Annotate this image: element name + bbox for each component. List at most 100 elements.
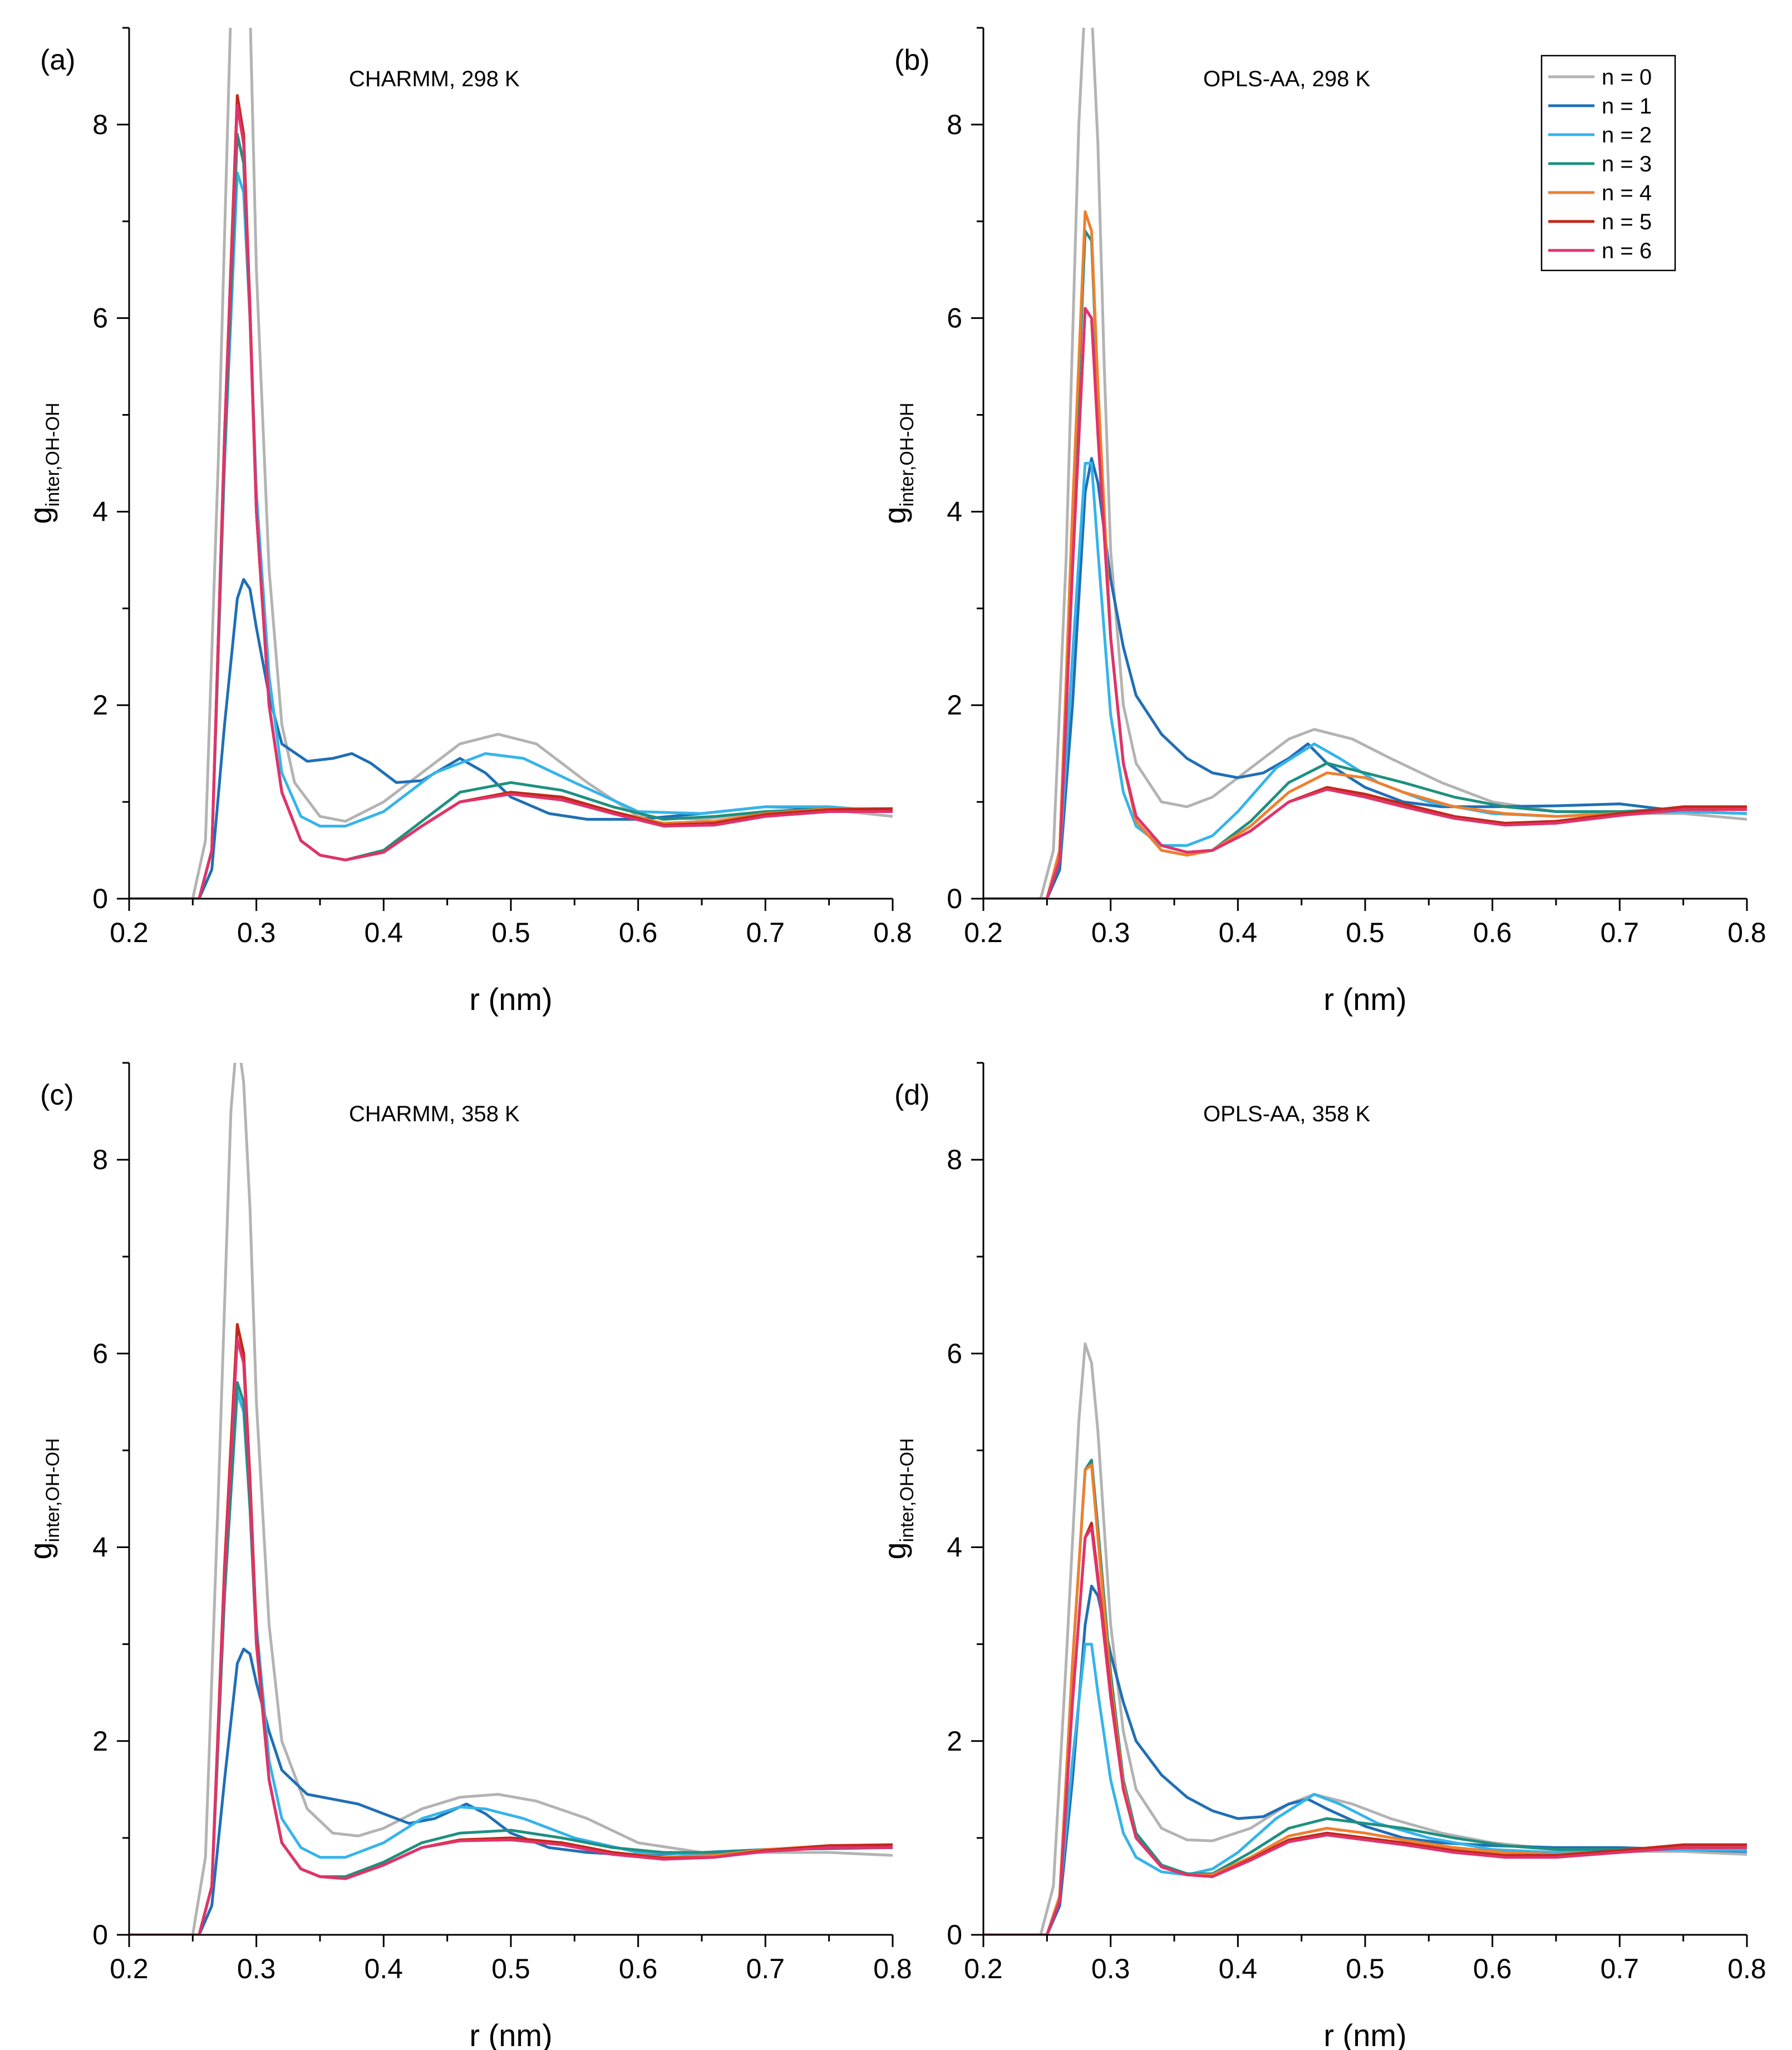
panel-title: OPLS-AA, 358 K (1203, 1102, 1370, 1126)
x-tick-label: 0.2 (964, 1953, 1003, 1984)
series-line-n0 (983, 1342, 1747, 1935)
y-tick-label: 2 (947, 1726, 962, 1757)
y-axis-title: ginter,OH-OH (23, 402, 63, 524)
series-line-n0 (983, 28, 1747, 899)
panel-title: CHARMM, 358 K (349, 1102, 520, 1126)
y-tick-label: 6 (947, 303, 962, 334)
x-tick-label: 0.4 (365, 1953, 403, 1984)
x-tick-label: 0.8 (873, 917, 912, 948)
legend: n = 0 n = 1 n = 2 n = 3 n = 4 n = 5 n = 6 (1540, 55, 1676, 272)
x-tick-label: 0.3 (237, 917, 276, 948)
y-axis-title-main: g (23, 1542, 58, 1559)
y-tick-label: 0 (947, 1919, 962, 1950)
y-tick-label: 4 (92, 496, 108, 527)
x-tick-label: 0.6 (1473, 917, 1512, 948)
x-tick-label: 0.2 (110, 917, 149, 948)
y-tick-label: 6 (947, 1338, 962, 1369)
x-tick-label: 0.7 (746, 1953, 785, 1984)
x-tick-label: 0.2 (964, 917, 1003, 948)
y-tick-label: 4 (947, 1532, 962, 1563)
series-line-n1 (129, 1647, 893, 1935)
x-tick-label: 0.7 (1601, 1953, 1640, 1984)
series-group (983, 1342, 1747, 1935)
x-tick-label: 0.3 (1091, 1953, 1130, 1984)
y-axis-title: ginter,OH-OH (877, 1438, 918, 1559)
x-tick-label: 0.8 (873, 1953, 912, 1984)
y-tick-label: 8 (947, 109, 962, 140)
x-axis-title: r (nm) (469, 2018, 552, 2050)
panel-b: 0.2 0.3 0.4 0.5 0.6 0.7 0.8 0 2 4 6 8 r (nm) ginter,O… (877, 27, 1766, 1017)
x-tick-label: 0.8 (1727, 1953, 1766, 1984)
x-axis-title: r (nm) (1323, 2018, 1406, 2050)
series-line-n2 (983, 462, 1747, 899)
series-line-n6 (983, 1526, 1747, 1935)
y-tick-label: 0 (92, 1919, 108, 1950)
x-tick-label: 0.4 (1219, 1953, 1258, 1984)
legend-label: n = 5 (1602, 210, 1652, 234)
panel-label: (d) (894, 1079, 930, 1111)
x-axis-title: r (nm) (1323, 982, 1406, 1017)
legend-label: n = 3 (1602, 152, 1652, 176)
x-axis-title: r (nm) (469, 982, 552, 1017)
series-line-n2 (129, 171, 893, 899)
x-tick-label: 0.6 (1473, 1953, 1512, 1984)
x-tick-label: 0.5 (491, 917, 530, 948)
y-tick-label: 0 (947, 883, 962, 914)
series-line-n4 (983, 210, 1747, 899)
series-line-n6 (129, 1337, 893, 1935)
legend-label: n = 2 (1602, 123, 1652, 147)
series-line-n6 (129, 104, 893, 899)
panel-d: 0.2 0.3 0.4 0.5 0.6 0.7 0.8 0 2 4 6 8 r (nm) ginter,O… (877, 1062, 1766, 2050)
y-tick-label: 0 (92, 883, 108, 914)
series-group (129, 28, 893, 899)
y-axis-title-main: g (877, 506, 912, 524)
x-tick-label: 0.4 (365, 917, 403, 948)
x-tick-label: 0.7 (1601, 917, 1640, 948)
panel-label: (c) (40, 1079, 74, 1111)
panel-title: CHARMM, 298 K (349, 67, 520, 91)
x-tick-label: 0.3 (237, 1953, 276, 1984)
x-tick-label: 0.6 (619, 1953, 658, 1984)
series-line-n0 (129, 1063, 893, 1935)
x-tick-label: 0.5 (1346, 1953, 1385, 1984)
panel-label: (b) (894, 44, 930, 76)
x-tick-label: 0.6 (619, 917, 658, 948)
y-tick-label: 4 (947, 496, 962, 527)
y-tick-label: 4 (92, 1532, 108, 1563)
panel-label: (a) (40, 44, 76, 76)
series-group (983, 28, 1747, 899)
y-axis-title: ginter,OH-OH (877, 402, 918, 524)
y-axis-title-subscript: inter,OH-OH (42, 402, 63, 506)
x-tick-label: 0.8 (1727, 917, 1766, 948)
series-line-n1 (129, 578, 893, 899)
y-axis-title-main: g (877, 1542, 912, 1559)
y-axis-title-subscript: inter,OH-OH (42, 1438, 63, 1542)
series-line-n1 (983, 1584, 1747, 1935)
series-line-n1 (983, 457, 1747, 899)
y-tick-label: 6 (92, 303, 108, 334)
x-tick-label: 0.4 (1219, 917, 1258, 948)
y-axis-title-subscript: inter,OH-OH (897, 402, 918, 506)
series-group (129, 1063, 893, 1935)
x-tick-label: 0.7 (746, 917, 785, 948)
y-axis-title: ginter,OH-OH (23, 1438, 63, 1559)
y-tick-label: 2 (92, 689, 108, 721)
series-line-n6 (983, 307, 1747, 899)
legend-label: n = 0 (1602, 65, 1652, 90)
y-tick-label: 8 (92, 1144, 108, 1175)
series-line-n2 (983, 1643, 1747, 1935)
y-axis-title-main: g (23, 506, 58, 524)
y-tick-label: 8 (92, 109, 108, 140)
y-tick-label: 2 (92, 1726, 108, 1757)
y-tick-label: 8 (947, 1144, 962, 1175)
y-tick-label: 6 (92, 1338, 108, 1369)
series-line-n3 (129, 132, 893, 899)
x-tick-label: 0.5 (491, 1953, 530, 1984)
y-axis-title-subscript: inter,OH-OH (897, 1438, 918, 1542)
y-tick-label: 2 (947, 689, 962, 721)
legend-label: n = 4 (1602, 181, 1652, 205)
x-tick-label: 0.2 (110, 1953, 149, 1984)
legend-label: n = 1 (1602, 94, 1652, 119)
